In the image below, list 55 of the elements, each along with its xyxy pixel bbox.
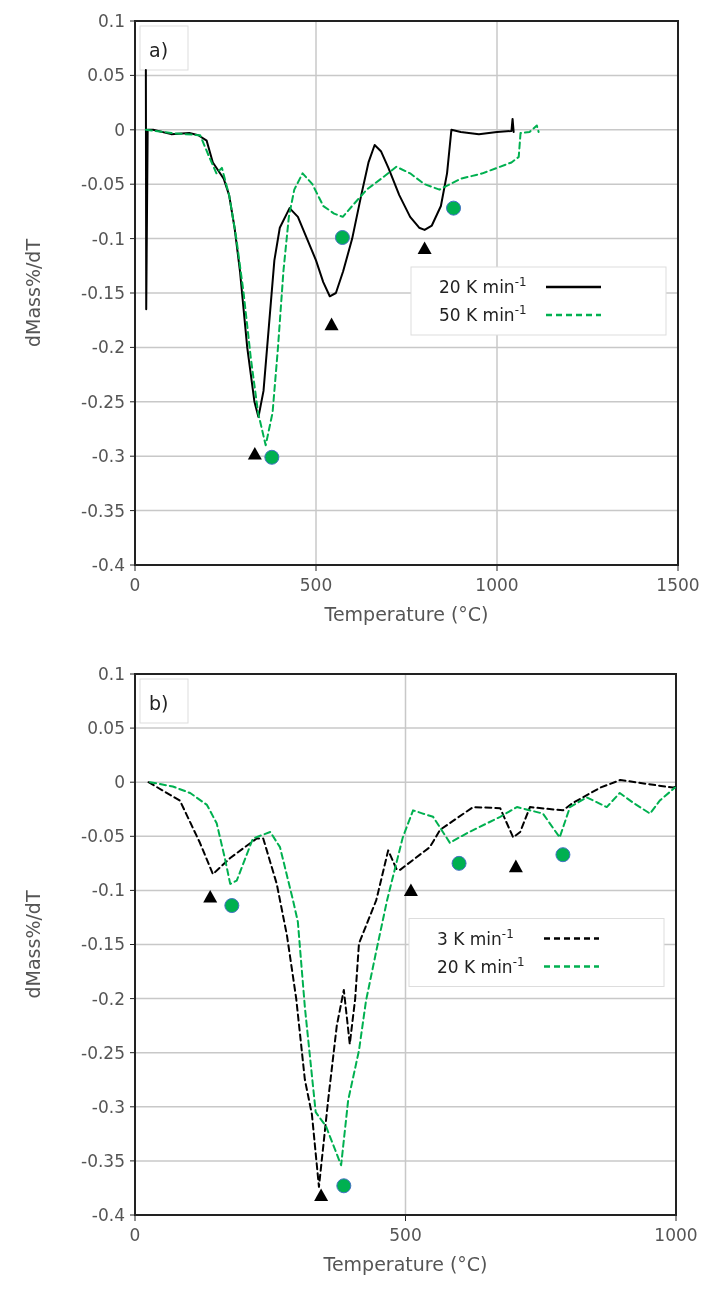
legend-label: 3 K min$^{-1}$	[437, 926, 514, 949]
x-tick-label: 1000	[475, 575, 519, 595]
point	[203, 889, 218, 903]
y-tick-label: -0.25	[81, 1042, 125, 1063]
x-tick-label: 500	[389, 1225, 422, 1245]
y-tick-label: 0.05	[87, 65, 125, 86]
point	[334, 230, 350, 246]
y-tick-label: -0.35	[81, 500, 125, 521]
x-tick-label: 1500	[656, 575, 700, 595]
y-tick-label: -0.35	[81, 1150, 125, 1171]
point	[446, 200, 462, 216]
point	[247, 447, 262, 460]
point	[451, 855, 467, 871]
y-tick-label: -0.1	[91, 880, 125, 901]
point	[324, 317, 339, 331]
point	[417, 241, 432, 254]
y-tick-label: -0.3	[91, 446, 125, 467]
y-tick-label: -0.2	[91, 337, 125, 358]
y-tick-label: -0.25	[81, 391, 125, 412]
annotation: a)	[149, 39, 169, 61]
legend-label: 20 K min$^{-1}$	[439, 275, 527, 297]
x-tick-label: 500	[299, 575, 333, 595]
legend-label: 50 K min$^{-1}$	[439, 303, 527, 325]
line-series	[144, 124, 540, 447]
x-tick-label: 0	[129, 1225, 141, 1245]
line-series	[144, 68, 515, 419]
y-tick-label: -0.05	[81, 826, 125, 847]
x-tick-label: 1000	[654, 1225, 698, 1245]
y-tick-label: 0.05	[87, 718, 125, 739]
x-axis-title: Temperature (°C)	[322, 1253, 488, 1275]
x-axis-title: Temperature (°C)	[323, 603, 489, 625]
point	[555, 847, 571, 863]
point	[336, 1178, 352, 1194]
y-tick-label: -0.15	[81, 282, 125, 303]
y-tick-label: 0	[114, 119, 125, 140]
point	[314, 1188, 329, 1202]
y-tick-label: -0.15	[81, 934, 125, 955]
y-axis-title: dMass%/dT	[22, 890, 44, 999]
y-tick-label: -0.1	[91, 228, 125, 249]
point	[403, 883, 418, 896]
point	[264, 449, 280, 465]
point	[508, 859, 523, 873]
y-tick-label: 0	[114, 772, 125, 793]
y-tick-label: -0.4	[91, 1204, 125, 1225]
y-tick-label: -0.2	[91, 988, 125, 1009]
y-tick-label: -0.3	[91, 1096, 125, 1117]
y-tick-label: 0.1	[97, 663, 125, 684]
x-tick-label: 0	[129, 575, 141, 595]
y-tick-label: 0.1	[97, 10, 125, 31]
legend-label: 20 K min$^{-1}$	[437, 954, 525, 977]
annotation: b)	[149, 692, 169, 714]
y-axis-title: dMass%/dT	[22, 238, 44, 348]
point	[224, 898, 240, 914]
y-tick-label: -0.05	[81, 174, 125, 195]
y-tick-label: -0.4	[91, 554, 125, 575]
